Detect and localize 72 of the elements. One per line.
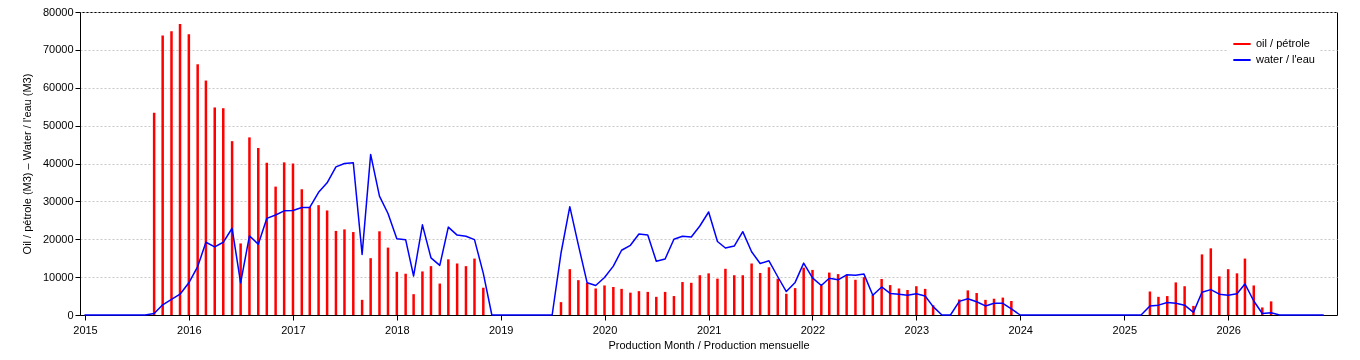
- y-tick-label: 0: [67, 308, 74, 321]
- bar: [352, 232, 355, 315]
- bar: [412, 294, 415, 315]
- bar: [915, 286, 918, 315]
- bar: [845, 274, 848, 315]
- bar: [724, 268, 727, 315]
- legend-label: water / l'eau: [1255, 53, 1315, 65]
- y-tick-label: 50000: [42, 119, 74, 132]
- x-tick-label: 2022: [800, 323, 826, 336]
- line-series: [84, 153, 1324, 316]
- bar: [1183, 286, 1186, 315]
- x-tick-label: 2017: [281, 323, 306, 336]
- bar: [222, 108, 225, 315]
- bar: [750, 263, 753, 315]
- x-tick-label: 2020: [592, 323, 618, 336]
- bar: [655, 296, 658, 315]
- bar: [343, 229, 346, 315]
- bar: [828, 272, 831, 315]
- bar: [854, 279, 857, 315]
- bar: [369, 258, 372, 315]
- bar: [906, 290, 909, 315]
- bar: [620, 288, 623, 315]
- bar: [603, 285, 606, 315]
- bar: [473, 258, 476, 315]
- bar: [785, 293, 788, 315]
- bar: [274, 186, 277, 315]
- y-tick-label: 80000: [42, 5, 74, 18]
- bar: [612, 286, 615, 315]
- bar: [161, 35, 164, 315]
- bar: [421, 271, 424, 315]
- bar: [317, 205, 320, 315]
- bar: [629, 292, 632, 315]
- bar: [170, 31, 173, 315]
- x-tick-label: 2016: [177, 323, 202, 336]
- bar: [802, 267, 805, 315]
- bar: [213, 107, 216, 315]
- x-tick-label: 2024: [1008, 323, 1033, 336]
- y-tick-label: 30000: [42, 194, 74, 207]
- bar: [1218, 276, 1221, 315]
- x-axis-title: Production Month / Production mensuelle: [608, 338, 810, 351]
- y-tick-label: 20000: [42, 232, 74, 245]
- bar: [811, 269, 814, 315]
- bar: [690, 282, 693, 315]
- x-tick-label: 2025: [1112, 323, 1138, 336]
- bar: [248, 137, 251, 315]
- x-tick-label: 2019: [488, 323, 514, 336]
- x-tick-label: 2021: [696, 323, 722, 336]
- y-tick-label: 70000: [42, 43, 74, 56]
- bar: [447, 259, 450, 315]
- bar: [707, 273, 710, 315]
- bar: [681, 282, 684, 315]
- bar: [577, 280, 580, 315]
- bar: [196, 64, 199, 315]
- y-tick-label: 10000: [42, 270, 74, 283]
- bar: [1166, 296, 1169, 315]
- y-axis-title: Oil / pétrole (M3) – Water / l'eau (M3): [20, 73, 33, 255]
- x-tick-label: 2015: [73, 323, 98, 336]
- y-tick-label: 40000: [42, 157, 74, 169]
- bar: [378, 231, 381, 315]
- bar: [482, 287, 485, 315]
- bar: [594, 288, 597, 315]
- bar: [880, 279, 883, 315]
- bar: [404, 273, 407, 315]
- y-tick-label: 60000: [42, 81, 74, 94]
- bar: [975, 293, 978, 315]
- x-tick-label: 2026: [1216, 323, 1241, 336]
- bar: [257, 147, 260, 315]
- bar: [716, 278, 719, 315]
- bar: [820, 285, 823, 315]
- x-tick-label: 2018: [385, 323, 410, 336]
- x-tick-label: 2023: [904, 323, 930, 336]
- legend-label: oil / pétrole: [1256, 37, 1310, 49]
